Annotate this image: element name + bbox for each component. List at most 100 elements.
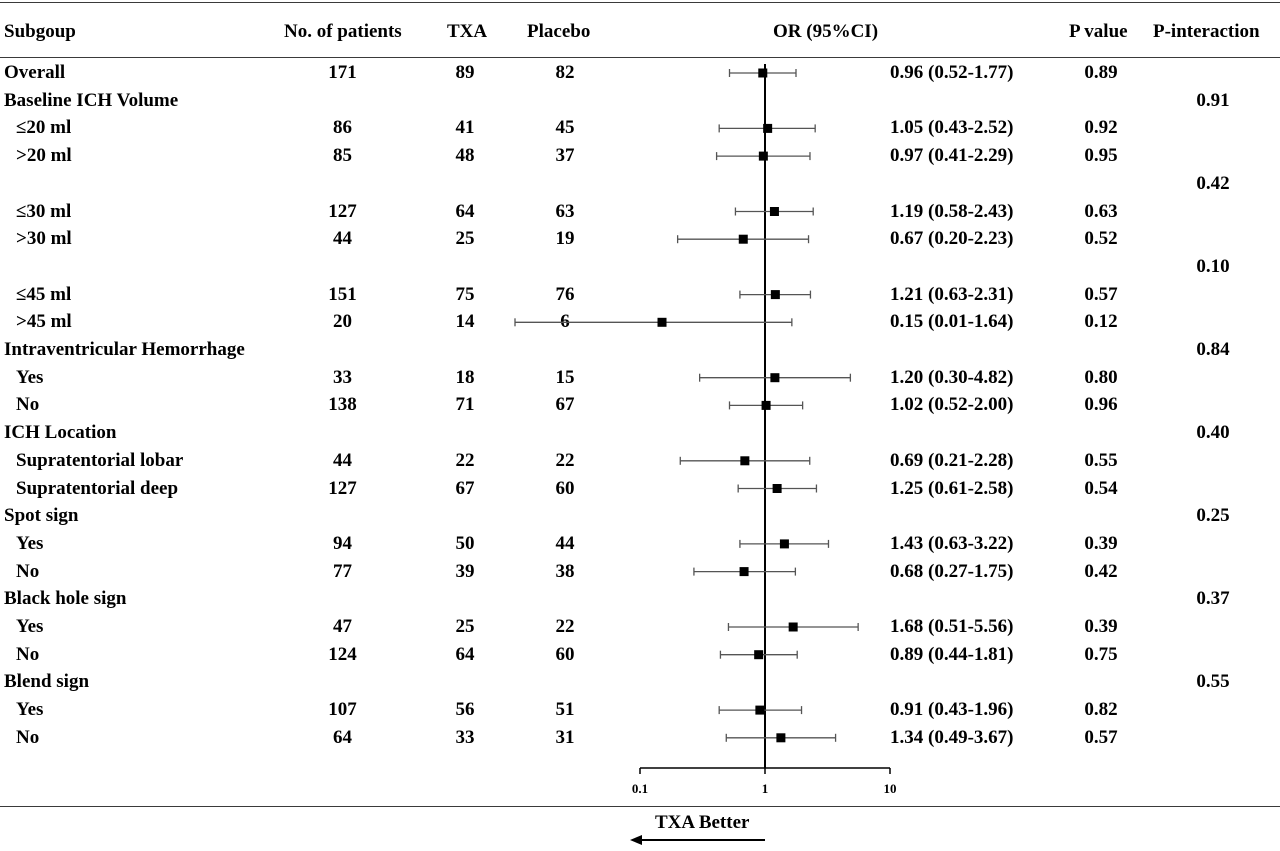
point-estimate xyxy=(758,151,768,161)
row-txa-text: 14 xyxy=(455,311,475,333)
bottom-rule xyxy=(0,806,1280,807)
row-txa-text: 75 xyxy=(455,283,475,305)
row-patients-text: 33 xyxy=(333,366,352,388)
row-placebo-text: 22 xyxy=(555,616,575,637)
row-pinteraction-text: 0.10 xyxy=(1196,255,1230,277)
point-estimate xyxy=(770,373,780,383)
top-rule xyxy=(0,2,1280,3)
row-patients-text: 127 xyxy=(328,200,357,222)
row-placebo-text: 19 xyxy=(555,228,575,250)
txa-better-arrow-head xyxy=(630,835,642,845)
point-estimate xyxy=(772,484,782,493)
row-or-ci: 0.68 (0.27-1.75) xyxy=(890,560,1014,582)
row-label: Yes xyxy=(16,699,44,721)
header-rule xyxy=(0,57,1280,58)
row-patients-text: 94 xyxy=(333,532,352,554)
row-placebo-text: 51 xyxy=(555,699,575,721)
point-estimate xyxy=(738,234,748,244)
header-patients: No. of patients xyxy=(284,21,402,42)
point-estimate xyxy=(761,400,771,410)
row-txa-text: 18 xyxy=(455,366,475,388)
row-pvalue-text: 0.75 xyxy=(1084,643,1118,665)
row-txa-text: 56 xyxy=(455,699,475,721)
row-pinteraction-text: 0.84 xyxy=(1196,339,1230,360)
row-pvalue-text: 0.52 xyxy=(1084,228,1118,250)
header-pinteraction: P-interaction xyxy=(1153,21,1260,42)
row-patients-text: 124 xyxy=(328,643,357,665)
row-or-ci: 0.67 (0.20-2.23) xyxy=(890,228,1014,250)
row-patients-text: 85 xyxy=(333,145,352,167)
row-patients-text: 138 xyxy=(328,394,357,416)
row-or-ci: 1.21 (0.63-2.31) xyxy=(890,283,1014,305)
point-estimate xyxy=(740,456,750,466)
row-txa-text: 48 xyxy=(455,145,475,167)
row-or-ci: 0.96 (0.52-1.77) xyxy=(890,62,1014,83)
header-subgroup: Subgoup xyxy=(4,21,76,42)
point-estimate xyxy=(788,622,798,632)
row-label: No xyxy=(16,643,40,665)
header-or: OR (95%CI) xyxy=(773,21,879,42)
row-label: Baseline ICH Volume xyxy=(4,89,179,111)
x-tick-label: 10 xyxy=(884,781,897,796)
row-placebo-text: 38 xyxy=(555,560,575,582)
row-pvalue-text: 0.92 xyxy=(1084,117,1118,139)
x-tick-label: 0.1 xyxy=(632,781,648,796)
row-pvalue-text: 0.57 xyxy=(1084,283,1118,305)
row-pvalue-text: 0.95 xyxy=(1084,145,1118,167)
row-patients-text: 20 xyxy=(333,311,352,333)
row-or-ci: 1.05 (0.43-2.52) xyxy=(890,117,1014,139)
row-txa-text: 39 xyxy=(455,560,475,582)
row-label: Spot sign xyxy=(4,505,79,527)
row-pvalue-text: 0.54 xyxy=(1084,477,1118,499)
row-patients-text: 151 xyxy=(328,283,357,305)
row-txa-text: 41 xyxy=(455,117,475,139)
row-txa-text: 50 xyxy=(455,532,475,554)
row-txa-text: 33 xyxy=(455,726,475,748)
row-label: Supratentorial lobar xyxy=(16,449,184,471)
row-or-ci: 1.34 (0.49-3.67) xyxy=(890,726,1014,748)
row-or-ci: 0.97 (0.41-2.29) xyxy=(890,145,1014,167)
row-placebo-text: 82 xyxy=(555,62,575,83)
row-or-ci: 1.68 (0.51-5.56) xyxy=(890,616,1014,637)
point-estimate xyxy=(657,317,667,327)
row-placebo-text: 31 xyxy=(555,726,575,748)
row-placebo-text: 15 xyxy=(555,366,575,388)
row-label: No xyxy=(16,394,40,416)
row-pinteraction-text: 0.25 xyxy=(1196,505,1230,527)
row-or-ci: 1.43 (0.63-3.22) xyxy=(890,532,1014,554)
row-pvalue-text: 0.63 xyxy=(1084,200,1118,222)
point-estimate xyxy=(763,123,773,133)
point-estimate xyxy=(769,207,779,216)
row-or-ci: 0.69 (0.21-2.28) xyxy=(890,449,1014,471)
row-pvalue-text: 0.82 xyxy=(1084,699,1118,721)
row-txa-text: 64 xyxy=(455,643,475,665)
row-pinteraction-text: 0.40 xyxy=(1196,422,1230,444)
row-placebo-text: 63 xyxy=(555,200,575,222)
row-pinteraction-text: 0.55 xyxy=(1196,671,1230,693)
row-label: Yes xyxy=(16,532,44,554)
row-placebo-text: 45 xyxy=(555,117,575,139)
row-label: ICH Location xyxy=(4,422,117,444)
row-label: ≤30 ml xyxy=(16,200,72,222)
row-patients-text: 127 xyxy=(328,477,357,499)
row-txa-text: 22 xyxy=(455,449,475,471)
row-label: >20 ml xyxy=(16,145,72,167)
row-or-ci: 0.91 (0.43-1.96) xyxy=(890,699,1014,721)
row-placebo-text: 76 xyxy=(555,283,575,305)
row-label: Overall xyxy=(4,62,66,83)
row-patients-text: 107 xyxy=(328,699,357,721)
header-pvalue: P value xyxy=(1069,21,1128,42)
row-pinteraction-text: 0.37 xyxy=(1196,588,1230,610)
row-patients-text: 77 xyxy=(333,560,352,582)
point-estimate xyxy=(776,733,786,743)
row-label: ≤20 ml xyxy=(16,117,72,139)
row-txa-text: 89 xyxy=(455,62,475,83)
row-pinteraction-text: 0.42 xyxy=(1196,172,1230,194)
point-estimate xyxy=(739,567,749,577)
row-patients-text: 44 xyxy=(333,228,352,250)
row-txa-text: 25 xyxy=(455,616,475,637)
row-pvalue-text: 0.89 xyxy=(1084,62,1118,83)
row-label: No xyxy=(16,560,40,582)
row-txa-text: 67 xyxy=(455,477,475,499)
